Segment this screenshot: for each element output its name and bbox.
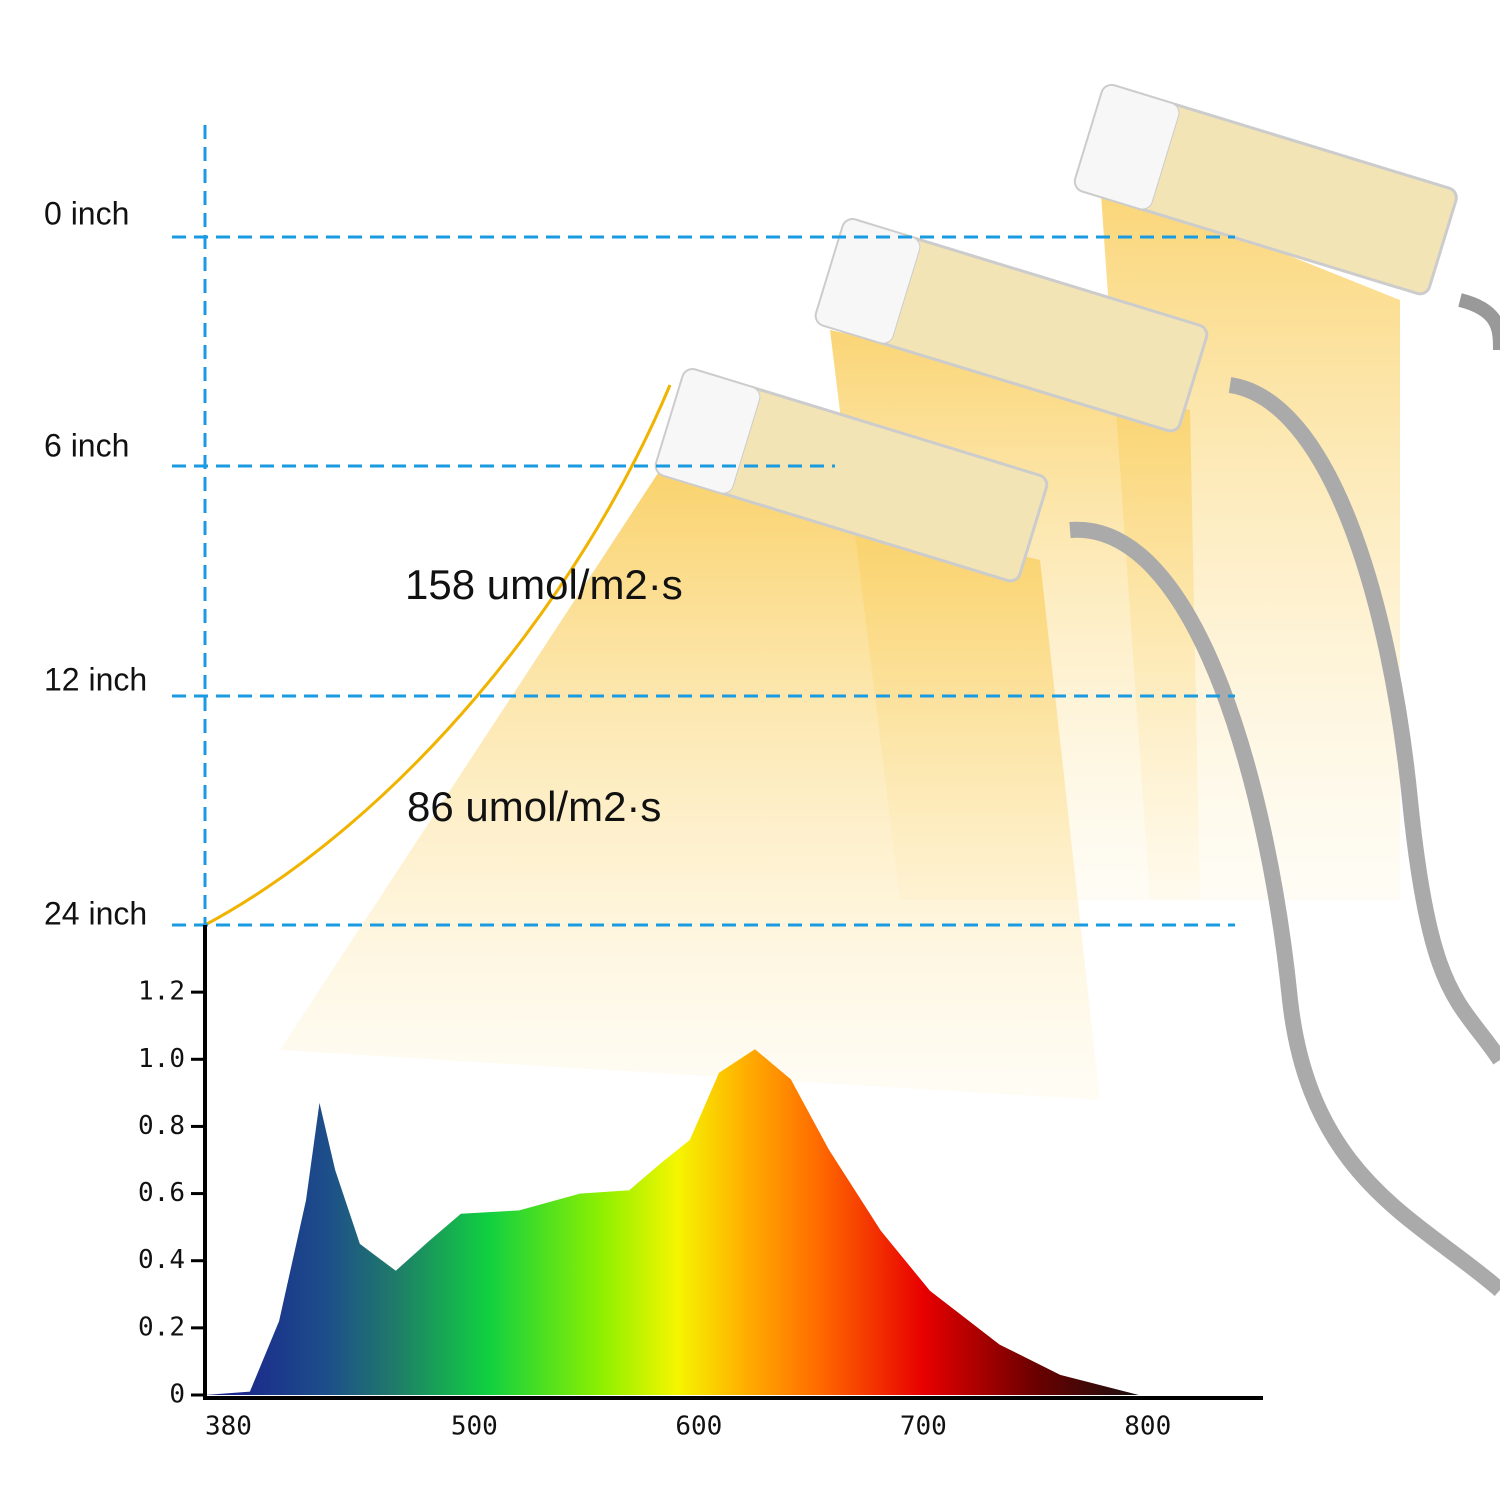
x-tick-label: 600 [675,1412,722,1442]
y-tick-label: 1.0 [138,1044,185,1074]
distance-label: 24 inch [44,895,147,931]
spectrum-area [205,1049,1139,1395]
distance-label: 12 inch [44,661,147,697]
decoration [172,83,1500,1297]
ppfd-label: 86 umol/m2·s [407,783,661,830]
x-tick-label: 700 [900,1412,947,1442]
y-tick-label: 1.2 [138,977,185,1007]
x-tick-label: 380 [205,1412,252,1442]
distance-label: 6 inch [44,427,129,463]
y-tick-label: 0.8 [138,1111,185,1141]
x-tick-label: 800 [1124,1412,1171,1442]
y-tick-label: 0.2 [138,1312,185,1342]
y-tick-label: 0.6 [138,1178,185,1208]
x-tick-label: 500 [451,1412,498,1442]
distance-label: 0 inch [44,195,129,231]
spectrum-chart: 0 0.2 0.4 0.6 0.8 1.0 1.2 380 500 600 700 800 [138,925,1263,1442]
ppfd-label: 158 umol/m2·s [405,561,683,608]
y-tick-label: 0.4 [138,1245,185,1275]
y-tick-label: 0 [169,1380,185,1410]
